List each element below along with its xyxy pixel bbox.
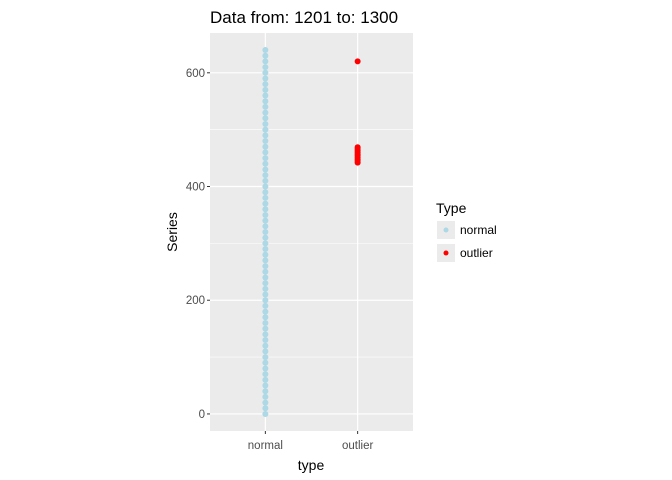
grid-minor — [210, 129, 413, 358]
point-normal — [262, 86, 269, 93]
point-normal — [262, 405, 269, 412]
point-normal — [262, 251, 269, 258]
point-normal — [262, 172, 269, 179]
legend-label-normal: normal — [460, 223, 497, 237]
x-axis-title: type — [298, 457, 325, 473]
point-normal — [262, 132, 269, 139]
point-normal — [262, 143, 269, 150]
point-normal — [262, 200, 269, 207]
point-normal — [262, 240, 269, 247]
point-normal — [262, 354, 269, 361]
y-tick-label: 400 — [186, 182, 205, 194]
point-normal — [262, 229, 269, 235]
point-normal — [262, 234, 269, 241]
point-normal — [262, 206, 269, 213]
point-normal — [262, 211, 269, 218]
point-normal — [262, 371, 269, 378]
y-tick-label: 600 — [186, 68, 205, 80]
point-normal — [262, 126, 269, 133]
point-outlier — [354, 58, 361, 65]
point-normal — [262, 291, 269, 298]
point-normal — [262, 246, 269, 253]
point-normal — [262, 98, 269, 105]
point-normal — [262, 319, 269, 326]
point-normal — [262, 166, 269, 173]
point-normal — [262, 325, 269, 332]
point-normal — [262, 257, 269, 264]
point-normal — [262, 155, 269, 162]
point-normal — [262, 376, 269, 383]
point-normal — [262, 138, 269, 145]
point-normal — [262, 365, 269, 372]
point-normal — [262, 388, 269, 395]
point-normal — [262, 75, 269, 82]
point-normal — [262, 52, 269, 59]
point-normal — [262, 348, 269, 355]
point-normal — [262, 183, 269, 190]
point-normal — [262, 410, 269, 417]
point-normal — [262, 81, 269, 88]
y-tick-label: 200 — [186, 295, 205, 307]
point-normal — [262, 331, 269, 338]
point-normal — [262, 115, 269, 122]
point-normal — [262, 263, 269, 270]
point-normal — [262, 297, 269, 304]
point-normal — [262, 92, 269, 99]
chart-title: Data from: 1201 to: 1300 — [210, 8, 398, 27]
x-tick-label: normal — [248, 440, 283, 452]
point-normal — [262, 223, 269, 230]
point-normal — [262, 285, 269, 292]
point-normal — [262, 308, 269, 315]
data-points — [262, 47, 361, 417]
point-normal — [262, 160, 269, 167]
plot-panel — [210, 33, 413, 431]
point-normal — [262, 399, 269, 406]
point-normal — [262, 120, 269, 127]
point-normal — [262, 217, 269, 224]
point-normal — [262, 274, 269, 281]
point-normal — [262, 393, 269, 400]
y-axis: 0 200 400 600 — [186, 68, 210, 421]
point-normal — [262, 69, 269, 76]
y-tick-label: 0 — [199, 409, 205, 421]
point-normal — [262, 268, 269, 275]
legend-label-outlier: outlier — [460, 246, 493, 260]
point-normal — [262, 58, 269, 65]
point-normal — [262, 314, 269, 321]
point-normal — [262, 64, 269, 71]
point-normal — [262, 342, 269, 349]
point-normal — [262, 189, 269, 196]
legend: Type normal outlier — [436, 200, 497, 262]
point-normal — [262, 149, 269, 156]
x-axis: normal outlier — [248, 431, 373, 452]
legend-marker-outlier — [443, 250, 449, 256]
legend-title: Type — [436, 200, 467, 216]
point-normal — [262, 47, 269, 54]
point-normal — [262, 103, 269, 110]
point-normal — [262, 359, 269, 366]
y-axis-title: Series — [164, 212, 180, 252]
point-normal — [262, 382, 269, 389]
x-tick-label: outlier — [342, 440, 373, 452]
point-outlier — [354, 144, 361, 151]
point-normal — [262, 177, 269, 184]
point-normal — [262, 302, 269, 309]
point-normal — [262, 109, 269, 116]
point-normal — [262, 337, 269, 344]
legend-marker-normal — [443, 227, 449, 233]
point-normal — [262, 194, 269, 201]
point-normal — [262, 280, 269, 287]
